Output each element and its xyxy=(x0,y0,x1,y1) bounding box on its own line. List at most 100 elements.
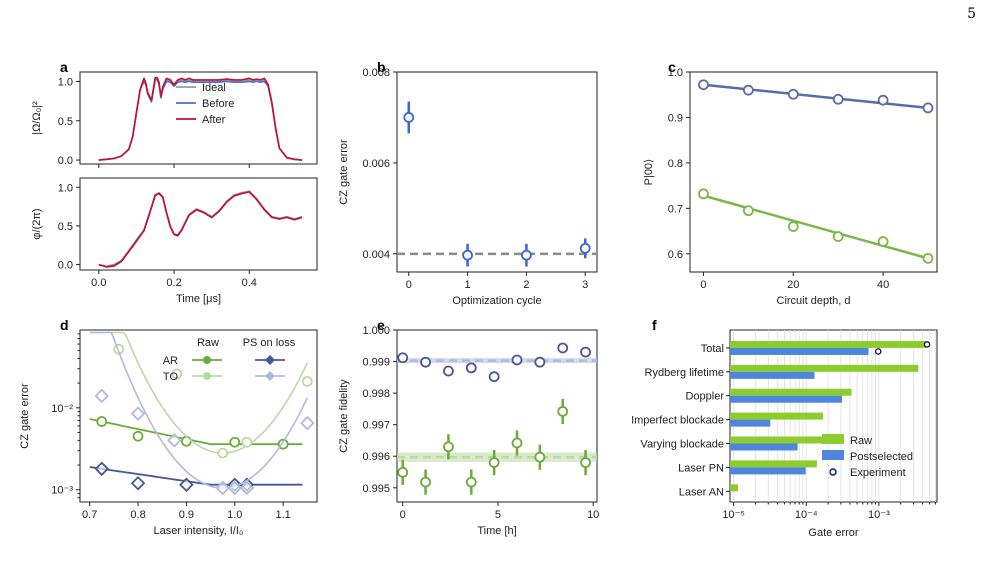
panel-f-bar-postselected xyxy=(730,371,815,379)
panel-e-ylabel: CZ gate fidelity xyxy=(338,379,350,453)
panel-f-experiment-raw xyxy=(923,341,931,348)
panel-d-xtick-label: 1.1 xyxy=(275,509,290,521)
panel-c-point xyxy=(832,231,844,242)
panel-d-ytick-label: 10⁻³ xyxy=(51,485,73,497)
panel-d-xtick-label: 1.0 xyxy=(227,509,242,521)
panel-c-ytick-label: 0.8 xyxy=(668,158,683,170)
panel-a-sub2-xtick-label: 0.4 xyxy=(242,277,257,289)
panel-f-bar-raw xyxy=(730,388,852,396)
panel-e-point xyxy=(443,365,454,377)
panel-e-ytick-label: 0.995 xyxy=(362,483,390,495)
panel-c-ytick-label: 0.7 xyxy=(668,203,683,215)
panel-b-ytick-label: 0.008 xyxy=(362,67,390,79)
panel-d-legend-ps-marker xyxy=(265,355,275,365)
panel-d-legend-header-ps: PS on loss xyxy=(243,337,296,349)
panel-c-point xyxy=(698,188,709,200)
panel-f-xlabel: Gate error xyxy=(808,527,858,539)
panel-a-sub1-ytick-label: 0.0 xyxy=(58,155,73,167)
panel-d-legend-raw-marker xyxy=(203,356,211,364)
panel-b-xtick-label: 3 xyxy=(582,279,588,291)
panel-d-legend-raw-marker xyxy=(203,372,211,380)
panel-f-legend-postselected: Postselected xyxy=(850,451,913,463)
panel-d-point xyxy=(229,436,241,448)
panel-f-bar-postselected xyxy=(730,419,771,427)
panel-b-xtick-label: 1 xyxy=(465,279,471,291)
panel-c-fit-2 xyxy=(703,194,929,260)
panel-c-point xyxy=(877,94,889,106)
panel-c-point xyxy=(922,102,934,114)
panel-d-point xyxy=(241,436,253,448)
panel-f-experiment-ps xyxy=(874,348,882,355)
panel-d-point xyxy=(227,480,243,496)
panel-e-band-1 xyxy=(397,358,597,364)
panel-a-sub1-ylabel: |Ω/Ω₀|² xyxy=(31,101,43,135)
panel-d-legend-ps-marker xyxy=(265,371,275,381)
panel-c-point xyxy=(877,236,889,247)
panel-d-point xyxy=(96,416,108,427)
panel-b-point xyxy=(403,112,415,123)
panel-e-point xyxy=(465,362,477,374)
panel-a-sub2-series-after xyxy=(98,191,303,268)
panel-f-bar-postselected xyxy=(730,395,842,403)
panel-c-xlabel: Circuit depth, d xyxy=(777,295,851,307)
panel-e-point xyxy=(488,457,500,468)
panel-f-bar-postselected xyxy=(730,443,798,451)
panel-a-sub1-frame xyxy=(79,71,318,165)
panel-d-point xyxy=(130,406,146,421)
panel-c-ytick-label: 1.0 xyxy=(668,67,683,79)
panel-e-xtick-label: 5 xyxy=(495,509,501,521)
panel-c-point xyxy=(698,79,709,91)
panel-e-point xyxy=(557,406,569,417)
panel-b-point xyxy=(462,249,473,261)
panel-e-point xyxy=(580,346,591,358)
panel-e-point xyxy=(465,476,477,488)
panel-d-label: d xyxy=(60,317,69,333)
panel-f-legend-swatch-postselected xyxy=(822,450,844,460)
panel-d-point xyxy=(181,435,192,447)
panel-d-point xyxy=(239,480,255,496)
panel-d-fit-ar-0 xyxy=(89,418,303,446)
panel-b-point xyxy=(521,249,532,261)
panel-f-category-label: Varying blockade xyxy=(640,439,724,451)
panel-f-legend-experiment-marker xyxy=(829,468,837,476)
panel-a-sub2-series-ideal xyxy=(98,190,303,267)
panel-f-category-label: Laser PN xyxy=(678,462,724,474)
panel-f-bar-raw xyxy=(730,484,739,492)
panel-b-point xyxy=(579,242,591,254)
panel-f-label: f xyxy=(652,317,657,333)
panel-b-xtick-label: 2 xyxy=(523,279,529,291)
panel-f-category-label: Imperfect blockade xyxy=(631,415,724,427)
panel-a-legend-after: After xyxy=(202,114,226,126)
panel-d-fit-to-1 xyxy=(89,331,309,454)
panel-c-xtick-label: 40 xyxy=(877,279,889,291)
panel-e-point xyxy=(443,441,454,453)
panel-e-point xyxy=(420,356,431,368)
panel-e-point xyxy=(397,466,409,478)
panel-d-legend-header-raw: Raw xyxy=(197,337,219,349)
panel-f-legend-swatch-raw xyxy=(822,434,844,444)
panel-d-point xyxy=(300,415,315,431)
panel-f-category-label: Doppler xyxy=(685,391,724,403)
panel-e-xtick-label: 10 xyxy=(587,509,599,521)
panel-b-ylabel: CZ gate error xyxy=(338,139,350,205)
panel-f-xtick-label: 10⁻³ xyxy=(868,509,890,521)
panel-d-fit-ar-2 xyxy=(89,466,303,486)
panel-d-point xyxy=(217,447,229,459)
panel-f-bar-postselected xyxy=(730,347,869,355)
panel-d-point xyxy=(171,368,183,380)
panel-a-sub2-xtick-label: 0.2 xyxy=(166,277,181,289)
panel-a-sub2-series-before xyxy=(98,191,303,268)
panel-e-point xyxy=(534,451,546,463)
panel-d-xtick-label: 0.8 xyxy=(130,509,145,521)
panel-a-label: a xyxy=(60,59,68,75)
panel-a-sub1-ytick-label: 1.0 xyxy=(58,76,73,88)
panel-d-point xyxy=(130,475,146,491)
panel-c-frame xyxy=(689,71,938,273)
panel-a-sub1-ytick-label: 0.5 xyxy=(58,116,73,128)
panel-c-ylabel: P|00⟩ xyxy=(643,159,655,186)
panel-a-legend-before: Before xyxy=(202,98,234,110)
panel-c-point xyxy=(742,205,754,217)
panel-e-point xyxy=(534,356,546,368)
panel-e-point xyxy=(580,457,591,468)
